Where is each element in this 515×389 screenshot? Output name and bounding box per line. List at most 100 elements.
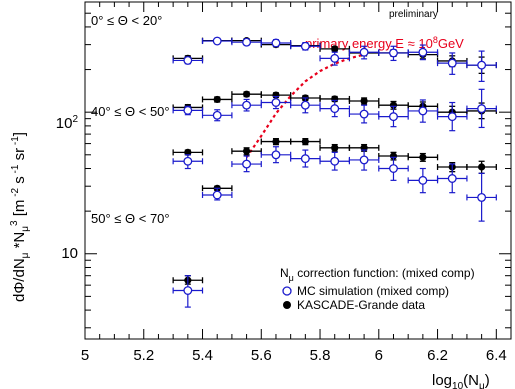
x-axis-label: log10(Nμ) — [432, 372, 490, 389]
mc-point-40-50 — [172, 105, 204, 116]
mc-point-0-20 — [231, 37, 262, 47]
axis-ticks — [84, 2, 512, 339]
mc-marker — [447, 112, 457, 122]
mc-marker — [359, 109, 369, 119]
mc-point-0-20 — [172, 55, 204, 65]
x-tick-label: 5.4 — [192, 347, 213, 364]
data-point-50-70 — [260, 137, 292, 146]
legend-mc-label: MC simulation (mixed comp) — [297, 284, 449, 298]
mc-marker — [300, 100, 310, 110]
mc-point-40-50 — [407, 99, 439, 123]
angle-label-0-20: 0° ≤ Θ < 20° — [91, 13, 162, 28]
mc-marker — [389, 112, 398, 122]
legend-mc-marker — [282, 286, 292, 296]
data-marker — [272, 137, 280, 146]
data-points — [172, 36, 497, 308]
mc-point-40-50 — [378, 105, 409, 128]
data-marker — [331, 144, 339, 152]
data-point-50-70 — [290, 137, 321, 146]
preliminary-label: preliminary — [389, 9, 438, 20]
data-point-40-50 — [231, 90, 262, 98]
mc-point-40-50 — [201, 109, 233, 122]
data-marker — [389, 101, 398, 109]
data-marker — [478, 163, 486, 171]
mc-point-50-70 — [290, 149, 321, 168]
mc-marker — [242, 159, 252, 169]
mc-point-50-70 — [172, 275, 204, 308]
mc-point-0-20 — [378, 45, 409, 62]
mc-point-40-50 — [290, 97, 321, 114]
y-axis-label: dΦ/dNμ *Nμ3 [m -2 s -1 sr -1] — [9, 132, 31, 302]
data-point-40-50 — [201, 95, 233, 104]
mc-point-50-70 — [172, 154, 204, 170]
mc-point-50-70 — [260, 146, 292, 164]
x-tick-label: 6.4 — [486, 347, 507, 364]
mc-point-50-70 — [231, 155, 262, 173]
mc-marker — [183, 55, 193, 65]
mc-marker — [330, 104, 340, 114]
angle-label-40-50: 40° ≤ Θ < 50° — [91, 104, 170, 119]
mc-marker — [418, 175, 428, 185]
legend: Nμ correction function: (mixed comp) MC … — [280, 266, 475, 312]
mc-marker — [242, 37, 252, 47]
mc-point-50-70 — [319, 151, 351, 171]
mc-marker — [359, 47, 369, 57]
data-marker — [242, 147, 251, 155]
mc-point-0-20 — [290, 41, 321, 51]
mc-marker — [359, 155, 369, 165]
data-marker — [213, 95, 221, 104]
legend-data-marker — [283, 301, 291, 309]
mc-point-50-70 — [466, 172, 497, 222]
y-tick-label-100: 102 — [56, 114, 79, 132]
mc-marker — [183, 105, 193, 115]
mc-marker — [183, 286, 193, 295]
x-tick-label: 6.2 — [427, 347, 448, 364]
mc-point-0-20 — [201, 36, 233, 46]
mc-marker — [212, 190, 222, 200]
mc-marker — [300, 154, 310, 164]
data-marker — [360, 97, 368, 105]
mc-marker — [447, 174, 457, 183]
mc-marker — [242, 100, 252, 110]
legend-data-label: KASCADE-Grande data — [297, 298, 425, 312]
mc-point-40-50 — [348, 104, 380, 124]
mc-point-40-50 — [436, 101, 468, 132]
data-marker — [301, 137, 309, 146]
x-tick-label: 5.2 — [133, 347, 154, 364]
mc-marker — [418, 106, 428, 116]
mc-point-50-70 — [436, 163, 468, 194]
primary-energy-annotation: primary energy E ≈ 108GeV — [305, 35, 464, 51]
mc-marker — [389, 164, 398, 173]
mc-marker — [330, 156, 340, 166]
mc-point-0-20 — [319, 51, 351, 66]
data-marker — [184, 148, 192, 156]
plot-frame — [84, 1, 512, 340]
mc-point-40-50 — [231, 98, 262, 112]
mc-marker — [447, 58, 457, 68]
mc-marker — [271, 98, 281, 107]
primary-energy-curve — [245, 53, 365, 158]
mc-marker — [300, 41, 310, 51]
x-tick-label: 5 — [81, 347, 89, 364]
mc-marker — [271, 150, 281, 160]
mc-point-50-70 — [201, 187, 233, 201]
mc-marker — [212, 110, 222, 120]
mc-point-40-50 — [260, 95, 292, 110]
mc-point-40-50 — [466, 88, 497, 129]
mc-marker — [183, 156, 193, 166]
data-point-40-50 — [348, 97, 380, 105]
data-point-50-70 — [466, 160, 497, 174]
mc-point-50-70 — [407, 167, 439, 194]
mc-point-0-20 — [407, 44, 439, 61]
mc-point-50-70 — [378, 156, 409, 181]
data-marker — [242, 90, 251, 98]
mc-point-40-50 — [319, 99, 351, 118]
mc-point-0-20 — [466, 50, 497, 82]
mc-marker — [212, 36, 222, 46]
x-tick-labels: 5 5.2 5.4 5.6 5.8 6 6.2 6.4 — [81, 347, 507, 364]
mc-marker — [477, 104, 487, 114]
angle-label-50-70: 50° ≤ Θ < 70° — [91, 211, 170, 226]
legend-title: Nμ correction function: (mixed comp) — [280, 266, 475, 283]
mc-marker — [389, 48, 398, 58]
